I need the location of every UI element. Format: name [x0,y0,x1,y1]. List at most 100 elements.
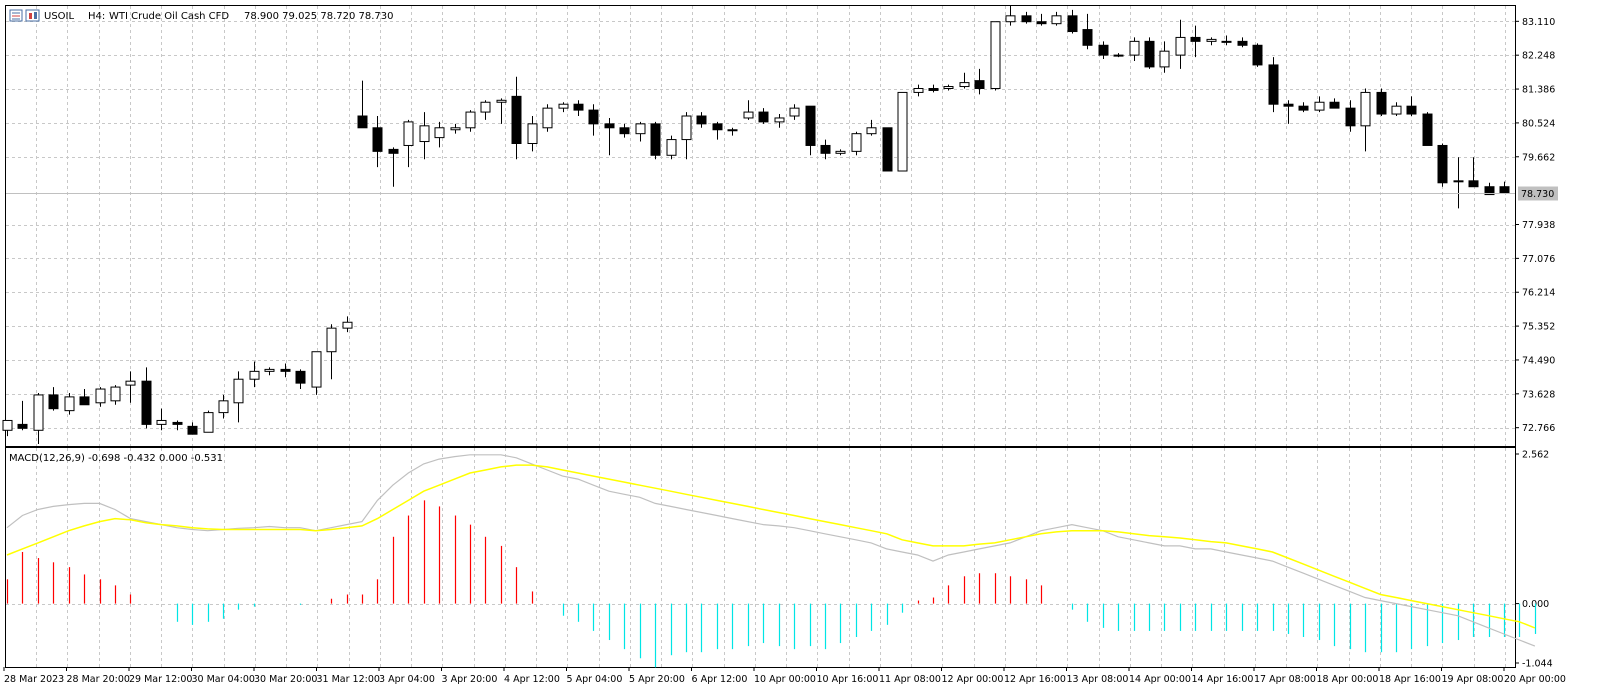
candle-body-bear [573,103,584,111]
candle-body-bear [295,370,306,384]
macd-indicator-pane[interactable] [5,447,1516,668]
candle [1221,35,1232,46]
candle-body-bear [696,115,707,125]
time-tick-label: 30 Mar 20:00 [254,674,317,685]
candle-body-bull [434,127,445,139]
candle-body-bear [758,111,769,123]
price-tick-label: 77.076 [1522,254,1555,265]
candle [542,104,553,132]
candle-body-bear [588,109,599,125]
candle [1237,37,1248,48]
chart-type-icon[interactable] [9,9,23,22]
price-tick-label: 83.110 [1522,17,1555,28]
candle-body-bear [187,425,198,435]
candle-body-bull [774,117,785,123]
candle [388,147,399,187]
candle [1190,25,1201,58]
candle [1067,9,1078,34]
price-tick-label: 72.766 [1522,423,1555,434]
candle-body-bull [743,111,754,119]
candle [650,121,661,160]
time-tick-label: 5 Apr 04:00 [567,674,623,685]
candle [1406,96,1417,116]
time-tick-label: 30 Mar 04:00 [192,674,255,685]
candle [527,116,538,152]
candle [79,389,90,406]
candle [1314,96,1325,113]
candle [758,108,769,124]
candle-body-bear [388,148,399,154]
candle [990,21,1001,91]
candle-body-bull [1175,36,1186,56]
candle-body-bear [619,127,630,135]
candle [851,131,862,156]
candle-body-bull [419,125,430,143]
candle-body-bear [1298,105,1309,111]
candle-body-bull [943,86,954,89]
candle-body-bear [357,115,368,129]
time-tick-label: 11 Apr 08:00 [879,674,941,685]
candle [419,112,430,160]
candle [156,408,167,431]
bars-icon[interactable] [25,9,40,22]
candle-body-bull [496,99,507,103]
candle [480,100,491,120]
candle-body-bull [480,101,491,113]
candle-body-bear [604,123,615,129]
candle-body-bull [2,419,13,431]
candle [727,127,738,136]
candle-body-bear [805,105,816,146]
time-tick-label: 14 Apr 00:00 [1129,674,1191,685]
candle [959,72,970,89]
candle [295,369,306,390]
candle-body-bear [1144,40,1155,68]
candle [1098,41,1109,60]
candle [511,76,522,160]
candle [1129,37,1140,61]
candle [450,123,461,134]
candlestick-series [2,6,1510,445]
main-chart-pane[interactable] [5,5,1516,447]
price-axis: 83.110 82.248 81.386 80.524 79.662 77.938 77.0… [1515,17,1555,434]
candle [666,135,677,160]
candle [249,361,260,388]
candle-body-bull [33,394,44,431]
candle-body-bull [835,150,846,154]
candle [1360,88,1371,152]
candle-body-bear [372,127,383,152]
timeframe-label: H4: [88,11,105,22]
candle-body-bear [280,368,291,372]
time-tick-label: 19 Apr 08:00 [1442,674,1504,685]
price-tick-label: 77.938 [1522,220,1555,231]
candle [1453,157,1464,209]
candle-body-bear [172,421,183,425]
candle-body-bull [203,412,214,433]
time-tick-label: 10 Apr 00:00 [754,674,816,685]
symbol-header: USOIL H4: WTI Crude Oil Cash CFD 78.900 … [9,9,394,22]
candle [372,116,383,168]
candle [203,410,214,433]
candle [1113,53,1124,58]
candle-body-bear [820,144,831,154]
candle-body-bull [635,123,646,135]
candle [1144,37,1155,69]
candle [311,351,322,395]
candle [681,112,692,160]
chart-grid [6,6,1515,667]
candle-body-bull [913,88,924,93]
candle-body-bull [1159,50,1170,68]
candle [218,394,229,419]
candle-body-bear [650,123,661,156]
candle [1159,41,1170,73]
candle-body-bull [527,123,538,144]
candle-body-bull [1129,40,1140,56]
candle-body-bear [1437,144,1448,184]
candle-body-bear [1283,103,1294,107]
candle-body-bear [1499,186,1510,194]
candle [1283,100,1294,124]
macd-histogram [6,500,1537,668]
candle [187,422,198,435]
candle [17,400,28,431]
price-tick-label: 73.628 [1522,389,1555,400]
